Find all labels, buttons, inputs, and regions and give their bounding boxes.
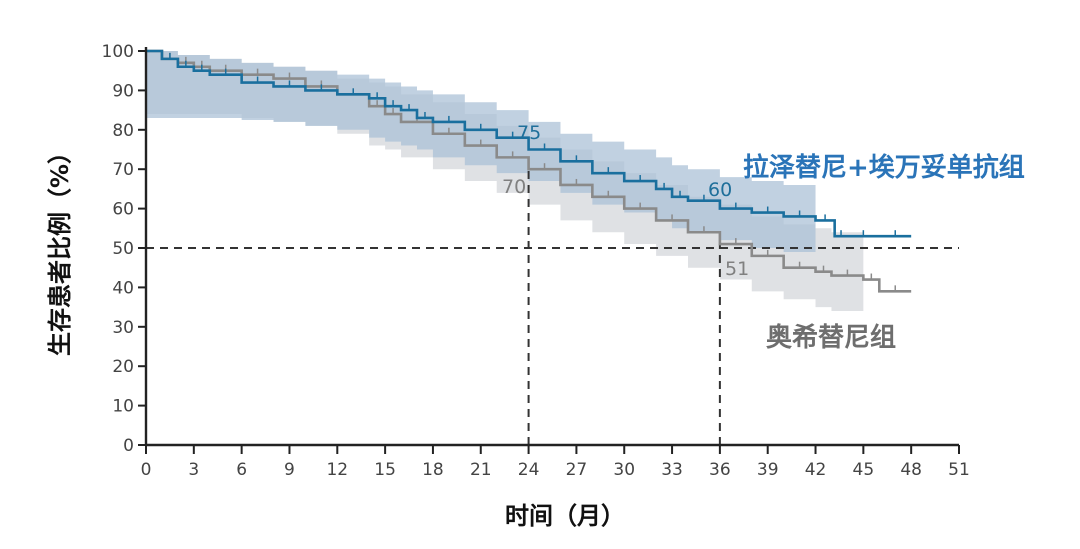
- annotation-blue-24: 75: [517, 122, 541, 144]
- y-tick-label: 20: [112, 357, 134, 377]
- x-tick-label: 3: [188, 460, 199, 480]
- y-tick-label: 50: [112, 239, 134, 259]
- y-axis-title: 生存患者比例（%）: [46, 140, 74, 356]
- x-tick-label: 39: [757, 460, 779, 480]
- y-tick-label: 60: [112, 200, 134, 220]
- x-tick-label: 48: [900, 460, 922, 480]
- y-tick-label: 90: [112, 81, 134, 101]
- x-tick-label: 18: [422, 460, 444, 480]
- x-tick-label: 24: [518, 460, 540, 480]
- y-tick-label: 10: [112, 397, 134, 417]
- x-tick-label: 51: [948, 460, 970, 480]
- y-tick-label: 80: [112, 121, 134, 141]
- y-tick-label: 100: [102, 42, 134, 62]
- y-tick-label: 40: [112, 278, 134, 298]
- x-tick-label: 6: [236, 460, 247, 480]
- legend-label-osimertinib: 奥希替尼组: [766, 322, 896, 353]
- y-tick-label: 0: [123, 436, 134, 456]
- y-tick-label: 30: [112, 318, 134, 338]
- x-tick-label: 45: [853, 460, 875, 480]
- x-tick-label: 27: [566, 460, 588, 480]
- x-tick-label: 30: [613, 460, 635, 480]
- ci-band-lazertinib-amivantamab: [146, 51, 816, 252]
- x-tick-label: 15: [374, 460, 396, 480]
- x-tick-label: 12: [326, 460, 348, 480]
- x-tick-label: 0: [141, 460, 152, 480]
- annotation-blue-36: 60: [708, 179, 732, 201]
- x-tick-label: 21: [470, 460, 492, 480]
- x-tick-label: 42: [805, 460, 827, 480]
- confidence-bands: [146, 51, 864, 312]
- axes: [138, 47, 960, 454]
- curve-osimertinib: [146, 49, 912, 293]
- survival-curves: [146, 49, 912, 293]
- annotation-gray-36: 51: [725, 258, 749, 280]
- legend-label-lazertinib-amivantamab: 拉泽替尼+埃万妥单抗组: [743, 152, 1025, 183]
- x-tick-label: 33: [661, 460, 683, 480]
- reference-lines: [146, 169, 959, 445]
- y-tick-label: 70: [112, 160, 134, 180]
- x-tick-label: 36: [709, 460, 731, 480]
- x-axis-title: 时间（月）: [505, 502, 625, 530]
- x-tick-label: 9: [284, 460, 295, 480]
- annotation-gray-24: 70: [502, 176, 526, 198]
